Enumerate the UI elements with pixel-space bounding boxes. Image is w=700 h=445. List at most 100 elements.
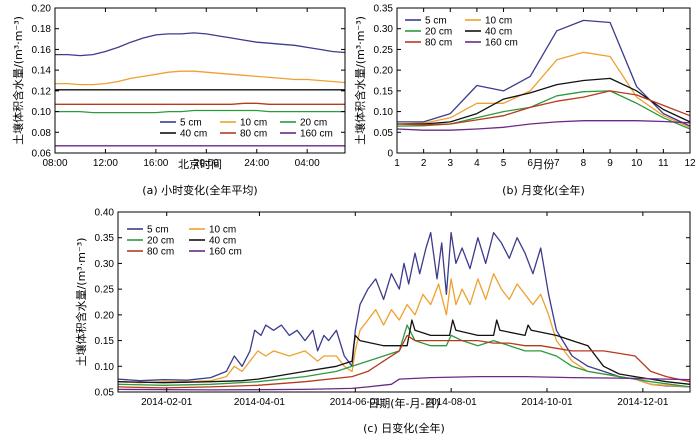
series-line-d40: [117, 319, 691, 385]
series-line-d5: [55, 32, 346, 57]
y-tick-label: 0.25: [95, 285, 115, 296]
legend-label-d10: 10 cm: [209, 225, 236, 236]
chart-1: 0.06 0.08 0.10 0.12 0.14 0.16 0.18 0.20 08:00 12:…: [11, 4, 346, 197]
y-tick-label: 0.14: [32, 66, 52, 77]
x-tick-label: 2: [421, 158, 427, 169]
chart-caption: (c) 日变化(全年): [363, 421, 445, 435]
legend: 5 cm 10 cm 20 cm 40 cm 80 cm 160 cm: [405, 16, 518, 49]
chart-2: 00.050.100.150.200.250.300.351 2 3 4 5 6 7 8 9 10…: [353, 4, 696, 198]
x-tick-label: 12:00: [93, 158, 118, 169]
y-tick-label: 0.35: [374, 4, 394, 15]
chart-caption: (b) 月变化(全年): [502, 183, 585, 197]
x-tick-label: 04:00: [295, 158, 320, 169]
series-line-d80: [396, 90, 691, 126]
y-tick-label: 0: [387, 149, 393, 160]
x-axis-label: 月份: [533, 158, 555, 171]
y-tick-label: 0.08: [32, 128, 52, 139]
legend-label-d5: 5 cm: [147, 225, 169, 236]
x-tick-label: 16:00: [143, 158, 168, 169]
y-tick-label: 0.12: [32, 86, 52, 97]
y-tick-label: 0.15: [95, 336, 115, 347]
x-tick-label: 3: [447, 158, 453, 169]
y-axis-label: 土壤体积含水量/(m³·m⁻³): [74, 238, 88, 367]
plot-frame: [396, 7, 691, 154]
y-tick-label: 0.05: [374, 128, 394, 139]
x-tick-label: 10: [631, 158, 643, 169]
legend-label-d5: 5 cm: [180, 118, 202, 129]
x-tick-label: 1: [394, 158, 400, 169]
y-tick-label: 0.30: [95, 259, 115, 270]
x-axis-label: 日期(年-月-日): [368, 396, 440, 410]
series-line-d40: [397, 77, 691, 125]
legend: 5 cm 10 cm 20 cm 40 cm 80 cm 160 cm: [127, 225, 242, 258]
plot-frame: [54, 7, 346, 154]
y-tick-label: 0.10: [95, 362, 115, 373]
y-tick-label: 0.30: [374, 24, 394, 35]
y-tick-label: 0.10: [32, 107, 52, 118]
series-line-d5: [117, 231, 691, 388]
y-tick-label: 0.16: [32, 45, 52, 56]
plot-frame: [117, 211, 691, 393]
y-tick-label: 0.40: [95, 208, 115, 219]
y-tick-label: 0.15: [374, 86, 394, 97]
y-tick-label: 0.20: [374, 66, 394, 77]
x-tick-label: 9: [607, 158, 613, 169]
y-axis-label: 土壤体积含水量/(m³·m⁻³): [353, 16, 367, 145]
legend-label-d10: 10 cm: [240, 118, 267, 129]
y-tick-label: 0.10: [374, 107, 394, 118]
y-tick-label: 0.20: [95, 310, 115, 321]
legend-label-d40: 40 cm: [209, 236, 236, 247]
legend-label-d160: 160 cm: [485, 38, 518, 49]
legend-label-d80: 80 cm: [425, 38, 452, 49]
series-line-d10: [55, 70, 346, 86]
legend-label-d40: 40 cm: [180, 129, 207, 140]
legend-label-d20: 20 cm: [425, 27, 452, 38]
series-line-d20: [117, 324, 691, 388]
x-tick-label: 2014-06-01: [330, 397, 382, 408]
x-tick-label: 2014-12-01: [617, 397, 669, 408]
legend-label-d80: 80 cm: [147, 247, 174, 258]
series-line-d160: [117, 375, 691, 391]
x-tick-label: 2014-10-01: [521, 397, 573, 408]
x-tick-label: 12: [684, 158, 696, 169]
y-tick-label: 0.25: [374, 45, 394, 56]
y-tick-label: 0.20: [32, 4, 52, 15]
x-tick-label: 8: [581, 158, 587, 169]
y-tick-label: 0.06: [32, 149, 52, 160]
x-tick-label: 7: [554, 158, 560, 169]
legend-label-d80: 80 cm: [240, 129, 267, 140]
legend-label-d160: 160 cm: [300, 129, 333, 140]
x-tick-label: 5: [501, 158, 507, 169]
chart-caption: (a) 小时变化(全年平均): [142, 183, 257, 197]
x-tick-label: 11: [658, 158, 669, 169]
x-tick-label: 2014-08-01: [426, 397, 478, 408]
y-tick-label: 0.18: [32, 24, 52, 35]
x-tick-label: 4: [474, 158, 480, 169]
x-tick-label: 20:00: [194, 158, 219, 169]
series-line-d20: [55, 109, 345, 114]
legend-label-d20: 20 cm: [300, 118, 327, 129]
legend-label-d5: 5 cm: [425, 16, 447, 27]
x-tick-label: 6: [527, 158, 533, 169]
y-tick-label: 0.35: [95, 233, 115, 244]
series-line-d10: [396, 51, 691, 128]
series-line-d80: [117, 334, 691, 389]
legend: 5 cm 10 cm 20 cm 40 cm 80 cm 160 cm: [160, 118, 333, 140]
x-tick-label: 08:00: [42, 158, 67, 169]
x-tick-label: 2014-02-01: [141, 397, 193, 408]
series-line-d80: [55, 102, 345, 105]
chart-3: 0.05 0.10 0.15 0.20 0.25 0.30 0.35 0.40 2014-02-…: [74, 208, 691, 435]
y-axis-label: 土壤体积含水量/(m³·m⁻³): [11, 16, 25, 145]
legend-label-d40: 40 cm: [485, 27, 512, 38]
series-line-d160: [396, 120, 691, 131]
legend-label-d160: 160 cm: [209, 247, 242, 258]
x-tick-label: 2014-04-01: [234, 397, 286, 408]
y-tick-label: 0.05: [95, 388, 115, 399]
legend-label-d20: 20 cm: [147, 236, 174, 247]
x-tick-label: 24:00: [244, 158, 269, 169]
x-axis-label: 北京时间: [178, 157, 222, 171]
series-line-d5: [397, 19, 691, 127]
series-line-d10: [117, 273, 691, 388]
legend-label-d10: 10 cm: [485, 16, 512, 27]
